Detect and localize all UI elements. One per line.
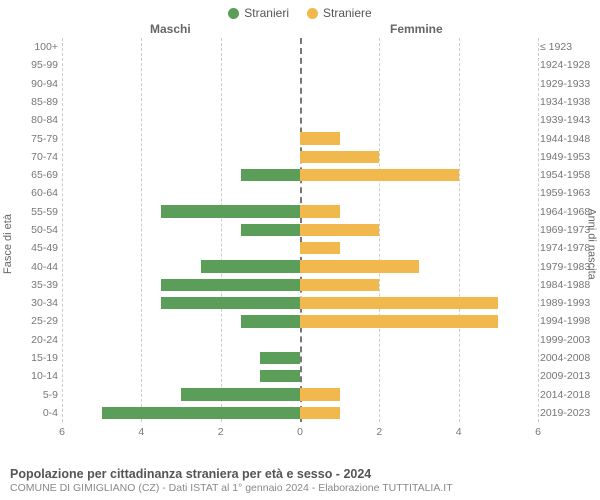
y-label-age: 35-39 — [12, 279, 58, 291]
bar-female — [300, 169, 459, 181]
y-label-age: 50-54 — [12, 224, 58, 236]
x-tick: 2 — [218, 426, 224, 438]
chart-subtitle: COMUNE DI GIMIGLIANO (CZ) - Dati ISTAT a… — [10, 482, 590, 494]
bar-female — [300, 315, 498, 327]
header-male: Maschi — [150, 22, 191, 36]
y-label-birth: 1999-2003 — [540, 334, 596, 346]
y-label-birth: 1924-1928 — [540, 59, 596, 71]
pyramid-chart: Fasce di età Anni di nascita 100+≤ 19239… — [0, 38, 600, 450]
y-label-birth: 1954-1958 — [540, 169, 596, 181]
y-label-birth: 1994-1998 — [540, 315, 596, 327]
y-label-age: 70-74 — [12, 151, 58, 163]
bar-male — [241, 315, 301, 327]
y-label-age: 40-44 — [12, 261, 58, 273]
y-label-birth: 2019-2023 — [540, 407, 596, 419]
gridline — [459, 38, 460, 422]
bar-female — [300, 279, 379, 291]
y-label-age: 30-34 — [12, 297, 58, 309]
y-label-birth: 1929-1933 — [540, 78, 596, 90]
bar-male — [102, 407, 300, 419]
bar-male — [161, 205, 300, 217]
y-label-age: 25-29 — [12, 315, 58, 327]
legend: Stranieri Straniere — [0, 0, 600, 22]
y-label-birth: 2014-2018 — [540, 389, 596, 401]
y-label-age: 20-24 — [12, 334, 58, 346]
bar-male — [161, 279, 300, 291]
column-headers: Maschi Femmine — [0, 22, 600, 38]
legend-label-female: Straniere — [323, 6, 372, 20]
x-tick: 4 — [138, 426, 144, 438]
bar-female — [300, 297, 498, 309]
bar-male — [260, 370, 300, 382]
y-label-age: 80-84 — [12, 114, 58, 126]
x-tick: 0 — [297, 426, 303, 438]
y-label-birth: 1959-1963 — [540, 187, 596, 199]
y-label-birth: 1939-1943 — [540, 114, 596, 126]
chart-title: Popolazione per cittadinanza straniera p… — [10, 467, 590, 481]
bar-male — [260, 352, 300, 364]
y-label-birth: ≤ 1923 — [540, 41, 596, 53]
bar-male — [241, 224, 301, 236]
legend-item-female: Straniere — [307, 6, 372, 20]
bar-female — [300, 388, 340, 400]
y-label-birth: 2009-2013 — [540, 370, 596, 382]
y-label-birth: 1964-1968 — [540, 206, 596, 218]
y-label-age: 15-19 — [12, 352, 58, 364]
y-label-birth: 1944-1948 — [540, 133, 596, 145]
x-tick: 6 — [535, 426, 541, 438]
y-label-age: 0-4 — [12, 407, 58, 419]
bar-female — [300, 260, 419, 272]
footer: Popolazione per cittadinanza straniera p… — [10, 467, 590, 494]
y-label-age: 65-69 — [12, 169, 58, 181]
gridline — [538, 38, 539, 422]
bar-male — [161, 297, 300, 309]
y-label-birth: 1974-1978 — [540, 242, 596, 254]
y-label-age: 100+ — [12, 41, 58, 53]
legend-label-male: Stranieri — [244, 6, 289, 20]
bar-male — [201, 260, 300, 272]
swatch-male — [228, 8, 239, 19]
y-label-age: 75-79 — [12, 133, 58, 145]
y-label-birth: 1934-1938 — [540, 96, 596, 108]
header-female: Femmine — [390, 22, 443, 36]
y-label-age: 5-9 — [12, 389, 58, 401]
bar-male — [181, 388, 300, 400]
x-tick: 4 — [456, 426, 462, 438]
bar-female — [300, 151, 379, 163]
y-label-age: 85-89 — [12, 96, 58, 108]
legend-item-male: Stranieri — [228, 6, 289, 20]
y-label-age: 60-64 — [12, 187, 58, 199]
bar-male — [241, 169, 301, 181]
bar-female — [300, 407, 340, 419]
y-label-birth: 1979-1983 — [540, 261, 596, 273]
x-tick: 6 — [59, 426, 65, 438]
y-label-age: 95-99 — [12, 59, 58, 71]
y-label-age: 45-49 — [12, 242, 58, 254]
bar-female — [300, 132, 340, 144]
gridline — [221, 38, 222, 422]
x-tick: 2 — [376, 426, 382, 438]
gridline — [62, 38, 63, 422]
y-label-birth: 1989-1993 — [540, 297, 596, 309]
y-label-birth: 1949-1953 — [540, 151, 596, 163]
y-label-birth: 1969-1973 — [540, 224, 596, 236]
bar-female — [300, 224, 379, 236]
y-label-age: 90-94 — [12, 78, 58, 90]
gridline — [379, 38, 380, 422]
bar-female — [300, 205, 340, 217]
y-label-birth: 2004-2008 — [540, 352, 596, 364]
gridline — [141, 38, 142, 422]
y-label-age: 10-14 — [12, 370, 58, 382]
plot-area: 100+≤ 192395-991924-192890-941929-193385… — [62, 38, 538, 422]
bar-female — [300, 242, 340, 254]
y-label-birth: 1984-1988 — [540, 279, 596, 291]
swatch-female — [307, 8, 318, 19]
y-label-age: 55-59 — [12, 206, 58, 218]
